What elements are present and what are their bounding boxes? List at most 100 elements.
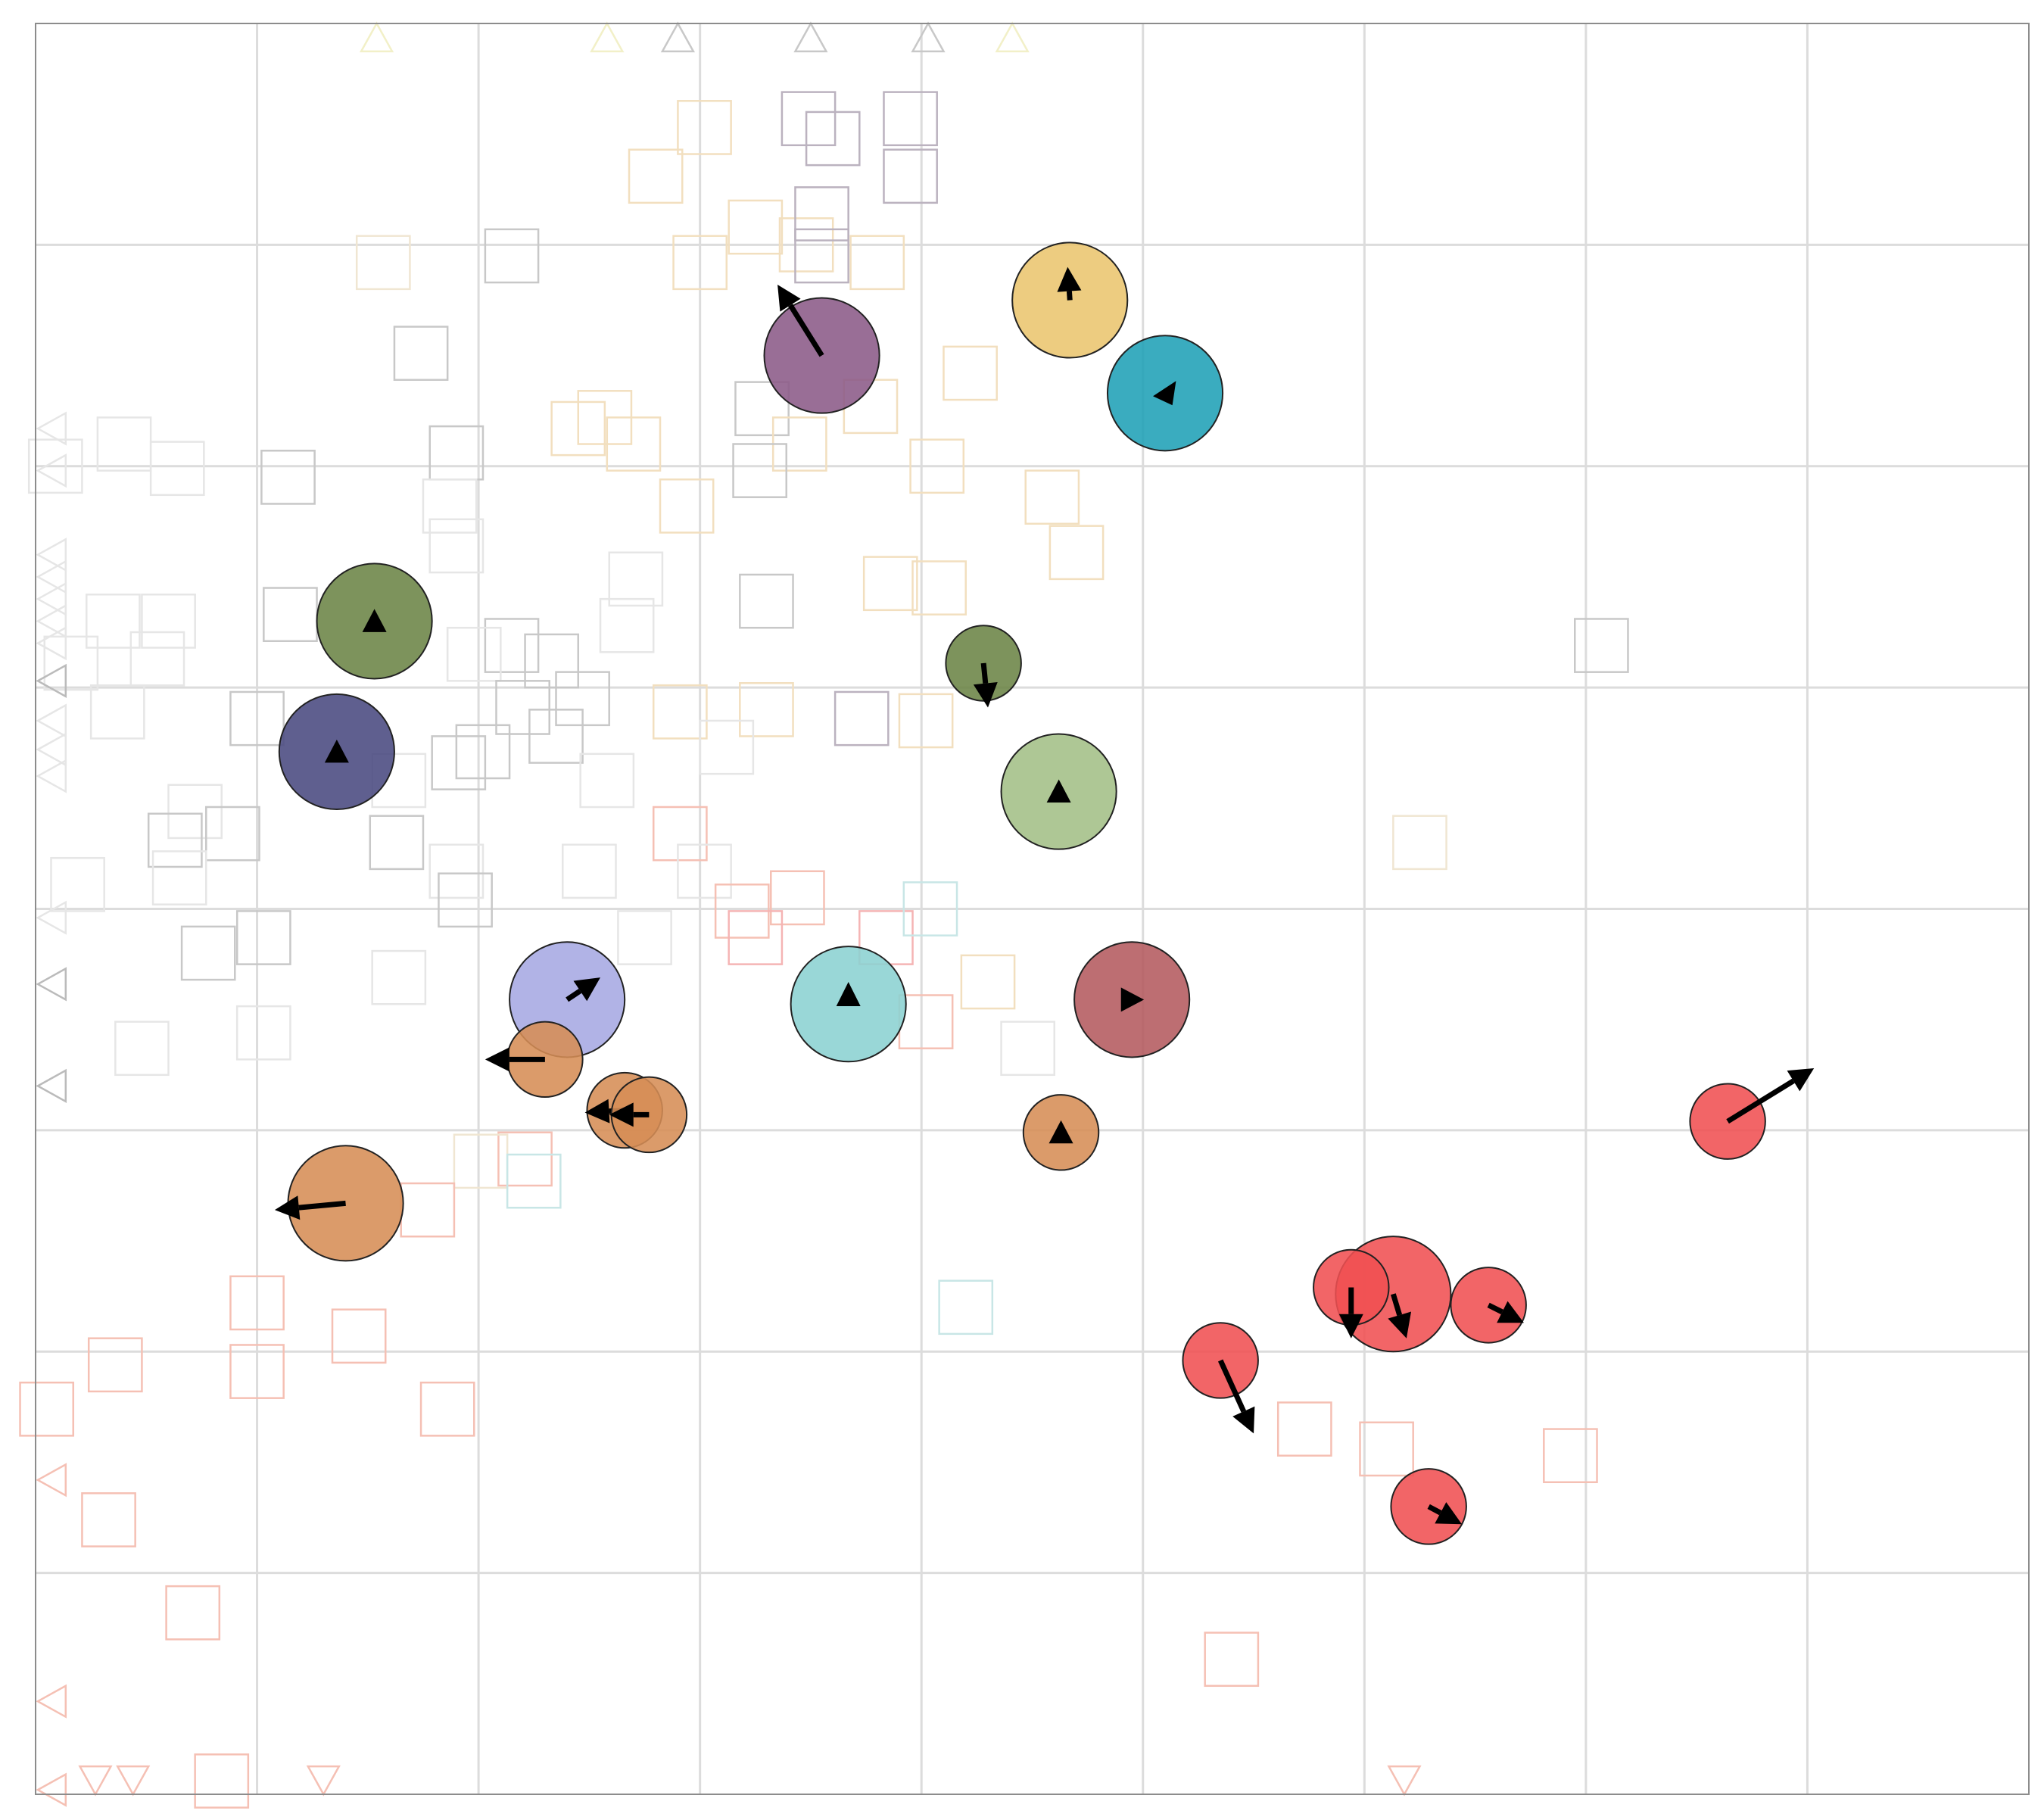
- agent-marker: [1073, 941, 1191, 1058]
- edge-triangle: [36, 663, 67, 698]
- heading-arrow-shaft: [980, 662, 989, 684]
- edge-triangle: [36, 581, 67, 616]
- trail-square: [911, 560, 967, 616]
- heading-arrow-head: [777, 285, 801, 312]
- grid-lines: [36, 23, 2029, 1794]
- trail-square: [419, 1381, 475, 1437]
- edge-triangle: [660, 21, 696, 53]
- trail-square: [608, 551, 664, 607]
- trail-square: [484, 228, 540, 284]
- agent-marker: [790, 946, 907, 1063]
- heading-arrow-shaft: [566, 988, 582, 1002]
- trail-square: [428, 425, 485, 481]
- heading-arrow-shaft: [1066, 291, 1073, 301]
- trail-square: [524, 633, 580, 689]
- heading-arrow-head: [973, 682, 998, 708]
- trail-square: [89, 684, 145, 740]
- trail-square: [428, 518, 485, 574]
- edge-triangle: [78, 1765, 113, 1797]
- trail-square: [732, 443, 788, 498]
- trail-square: [794, 186, 849, 242]
- trail-square: [1048, 525, 1105, 581]
- edge-triangle: [36, 900, 67, 935]
- edge-triangle: [36, 1772, 67, 1807]
- trail-square: [862, 556, 918, 612]
- trail-square: [428, 843, 485, 899]
- trail-square: [1000, 1021, 1056, 1077]
- agent-marker: [274, 1145, 404, 1262]
- trail-square: [617, 910, 672, 965]
- trail-square: [506, 1153, 562, 1209]
- heading-arrow-head: [1388, 1311, 1412, 1339]
- heading-marker: [324, 739, 349, 763]
- agent-markers: [274, 242, 1815, 1545]
- edge-triangle: [116, 1765, 151, 1797]
- edge-markers: [36, 21, 1422, 1807]
- edge-triangle: [36, 967, 67, 1002]
- edge-triangle: [1387, 1765, 1422, 1797]
- edge-triangle: [36, 703, 67, 738]
- agent-circle: [1182, 1322, 1259, 1399]
- trail-square: [577, 390, 633, 445]
- trail-square: [180, 925, 236, 981]
- trail-square: [147, 812, 203, 868]
- trail-square: [849, 235, 905, 291]
- trail-square: [659, 478, 715, 534]
- heading-marker: [362, 609, 387, 632]
- edge-triangle: [36, 453, 67, 488]
- trail-square: [672, 235, 728, 291]
- agent-marker: [485, 1021, 584, 1099]
- heading-arrow-head: [1232, 1406, 1255, 1434]
- trail-square: [909, 438, 965, 494]
- trail-square: [677, 843, 732, 899]
- trail-square: [833, 690, 890, 746]
- edge-triangle: [590, 21, 625, 53]
- edge-triangle: [995, 21, 1030, 53]
- edge-triangle: [36, 626, 67, 661]
- heading-marker: [1153, 381, 1176, 406]
- heading-arrow-shaft: [1487, 1302, 1503, 1315]
- trail-square: [369, 815, 425, 871]
- trail-square: [1204, 1632, 1260, 1688]
- trail-square: [728, 910, 784, 965]
- trail-square: [165, 1585, 221, 1641]
- heading-arrow-head: [1338, 1314, 1363, 1339]
- edge-triangle: [36, 411, 67, 446]
- trail-square: [652, 806, 708, 862]
- agent-marker: [1182, 1322, 1259, 1434]
- trail-square: [50, 856, 105, 912]
- trail-square: [114, 1021, 170, 1077]
- trail-square: [599, 597, 655, 653]
- edge-triangle: [306, 1765, 341, 1797]
- trail-square: [431, 735, 487, 790]
- agent-marker: [1000, 733, 1117, 850]
- edge-triangle: [36, 1463, 67, 1498]
- agent-marker: [1313, 1248, 1390, 1339]
- trail-square: [699, 719, 755, 775]
- trail-square: [1392, 815, 1447, 871]
- trail-square: [1574, 618, 1629, 673]
- agent-marker: [1390, 1468, 1467, 1545]
- trail-square: [86, 594, 141, 649]
- heading-arrow-shaft: [298, 1200, 346, 1211]
- trail-square: [781, 91, 837, 147]
- trail-square: [938, 1279, 994, 1335]
- trail-square: [446, 626, 502, 682]
- trail-square: [438, 872, 493, 928]
- trail-square: [205, 806, 260, 862]
- heading-arrow-head: [485, 1047, 509, 1072]
- trail-square: [883, 148, 938, 204]
- trail-square: [235, 1005, 291, 1061]
- heading-arrow-shaft: [1427, 1504, 1442, 1516]
- agent-marker: [316, 563, 433, 680]
- trail-square: [229, 690, 285, 746]
- heading-arrow-head: [1787, 1068, 1815, 1092]
- trail-square: [422, 478, 478, 534]
- trail-square: [141, 594, 196, 649]
- trail-square: [27, 438, 83, 494]
- heading-arrow-shaft: [1217, 1359, 1246, 1413]
- agent-marker: [1106, 335, 1224, 452]
- trail-square: [628, 148, 684, 204]
- trail-square: [260, 450, 316, 505]
